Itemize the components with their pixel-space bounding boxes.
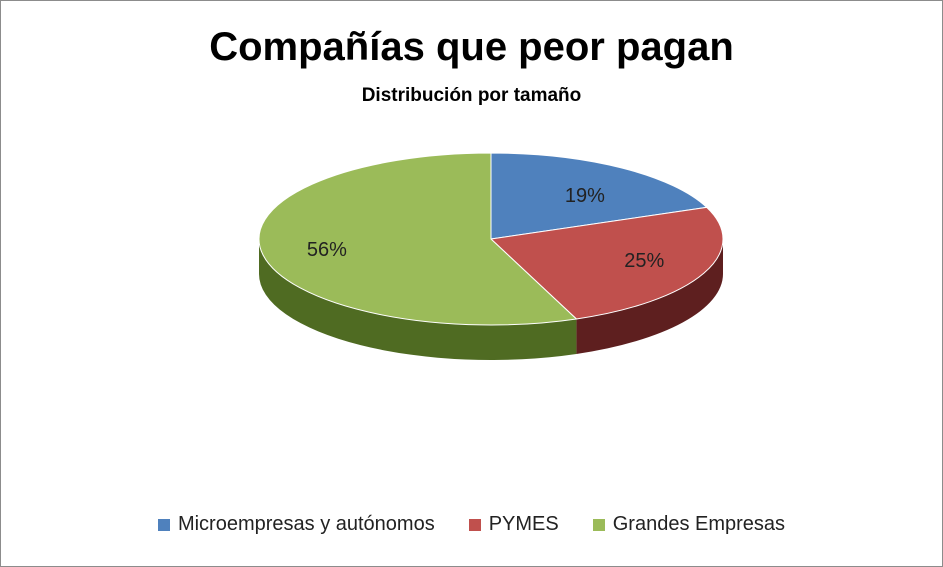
legend-swatch-grandes — [592, 518, 605, 531]
legend-label-microempresas: Microempresas y autónomos — [177, 513, 435, 535]
legend-label-grandes: Grandes Empresas — [612, 513, 786, 535]
pie-label-microempresas: 19% — [565, 185, 605, 207]
pie-label-grandes: 56% — [307, 239, 347, 261]
pie-slice-microempresas — [490, 152, 708, 240]
chart-subtitle: Distribución por tamaño — [361, 85, 582, 106]
legend-item-grandes: Grandes Empresas — [592, 513, 786, 536]
pie-side-pymes — [576, 239, 723, 354]
pie-side-grandes — [259, 239, 577, 360]
pie-slice-pymes — [489, 206, 724, 320]
pie-slice-grandes — [258, 152, 578, 326]
chart-title: Compañías que peor pagan — [209, 25, 734, 69]
legend-swatch-microempresas — [157, 518, 170, 531]
legend-item-microempresas: Microempresas y autónomos — [157, 513, 435, 536]
legend-item-pymes: PYMES — [468, 513, 559, 536]
pie-label-pymes: 25% — [624, 250, 664, 272]
legend-swatch-pymes — [468, 518, 481, 531]
legend-label-pymes: PYMES — [488, 513, 559, 535]
legend: Microempresas y autónomos PYMES Grandes … — [1, 513, 942, 536]
